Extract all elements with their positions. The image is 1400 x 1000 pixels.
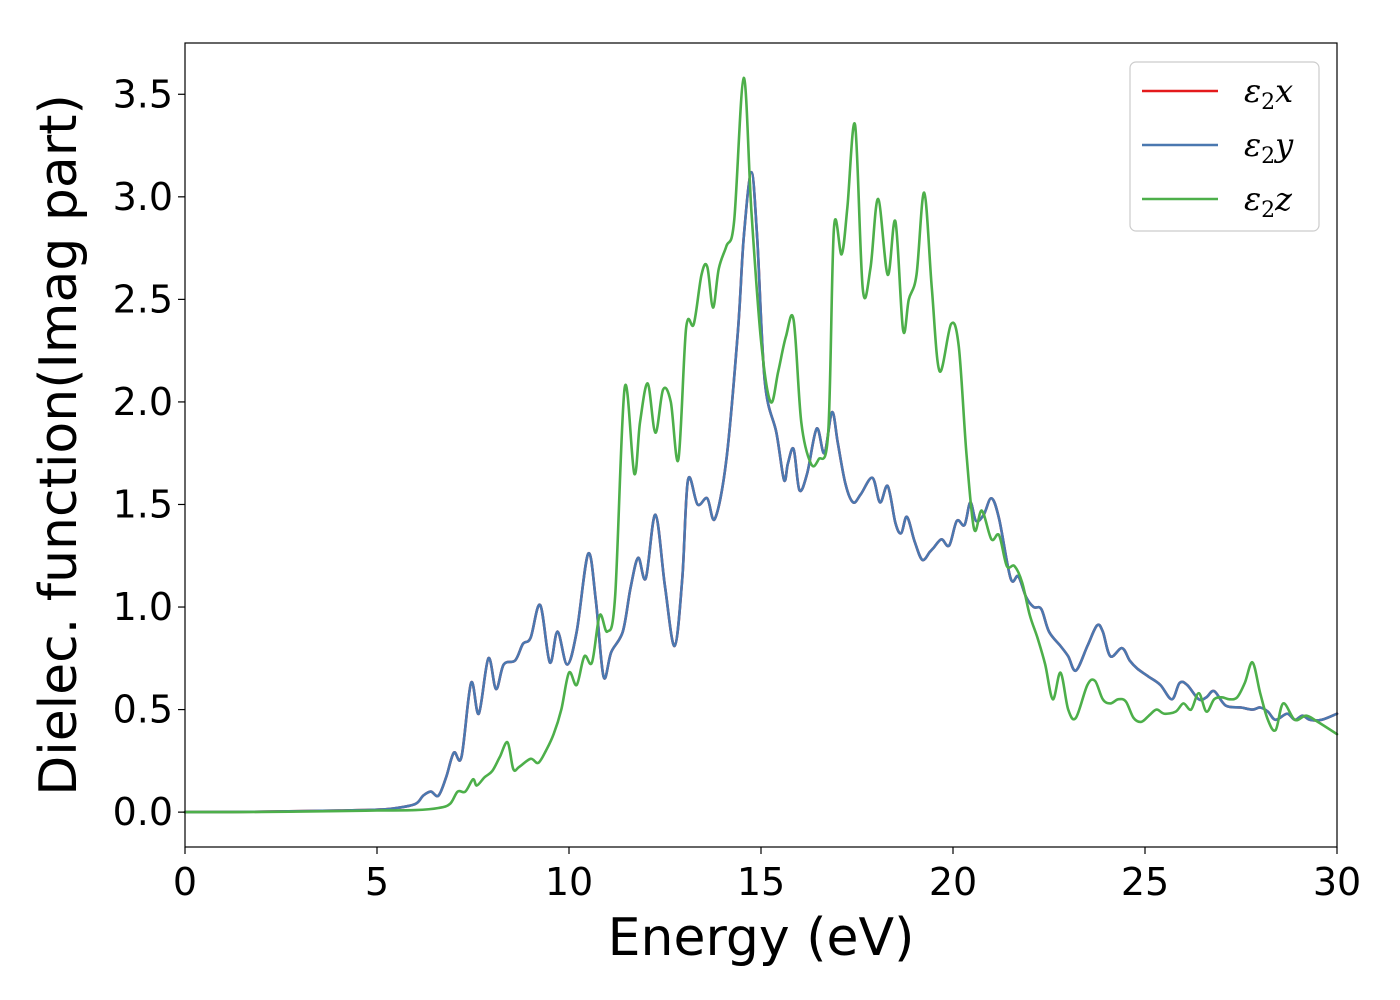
legend-label: ε2z <box>1244 180 1293 223</box>
x-tick-label: 30 <box>1313 860 1361 904</box>
y-tick-label: 3.0 <box>113 175 173 219</box>
legend-box <box>1129 61 1320 232</box>
y-tick-label: 2.5 <box>113 277 173 321</box>
x-tick-label: 15 <box>737 860 785 904</box>
series-line-y <box>183 170 1339 814</box>
x-axis-title: Energy (eV) <box>608 908 915 968</box>
x-tick-label: 5 <box>365 860 389 904</box>
y-tick-label: 3.5 <box>113 72 173 116</box>
x-tick-label: 10 <box>545 860 593 904</box>
x-tick-label: 20 <box>929 860 977 904</box>
x-axis: 0 5 10 15 20 25 30 <box>173 847 1361 904</box>
y-axis: 0.0 0.5 1.0 1.5 2.0 2.5 3.0 3.5 <box>113 72 185 834</box>
legend: ε2x ε2y ε2z <box>1129 61 1320 232</box>
series-line-z <box>183 76 1339 814</box>
y-tick-label: 1.0 <box>113 585 173 629</box>
x-tick-label: 0 <box>173 860 197 904</box>
x-tick-label: 25 <box>1121 860 1169 904</box>
legend-label: ε2x <box>1244 72 1293 115</box>
series-layer <box>183 76 1339 814</box>
y-tick-label: 0.0 <box>113 790 173 834</box>
y-tick-label: 1.5 <box>113 482 173 526</box>
y-axis-title: Dielec. function(Imag part) <box>29 94 89 796</box>
y-tick-label: 0.5 <box>113 688 173 732</box>
y-tick-label: 2.0 <box>113 380 173 424</box>
legend-label: ε2y <box>1244 126 1294 169</box>
